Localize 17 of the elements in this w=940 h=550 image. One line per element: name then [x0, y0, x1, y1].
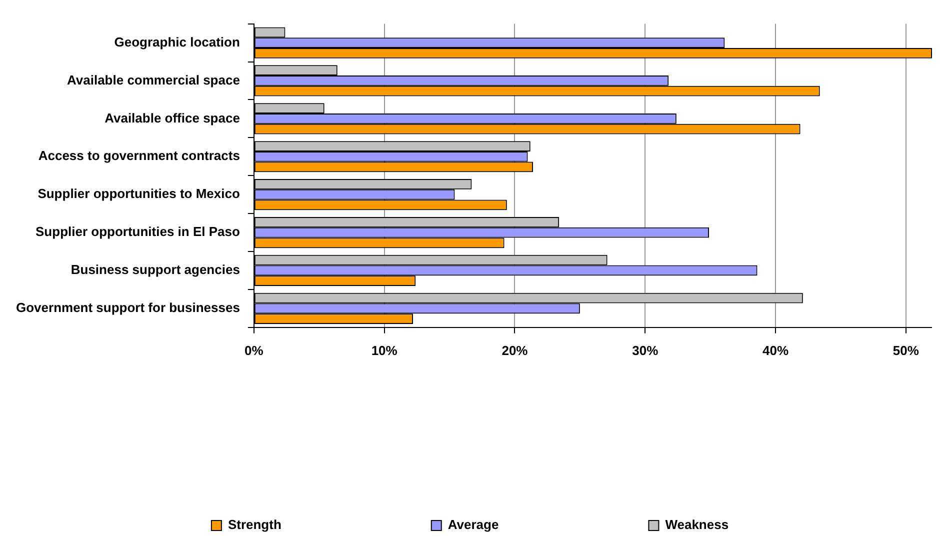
y-tick-label: Access to government contracts	[38, 148, 240, 164]
y-tick-label: Business support agencies	[70, 262, 240, 278]
legend-label: Weakness	[665, 517, 729, 532]
y-tick-label: Government support for businesses	[16, 300, 240, 316]
y-tick-label: Available office space	[104, 110, 240, 126]
y-tick-label: Supplier opportunities in El Paso	[36, 224, 240, 240]
x-tick-label: 40%	[762, 342, 789, 358]
x-tick-label: 50%	[892, 342, 920, 358]
legend-label: Strength	[228, 517, 282, 532]
x-tick-label: 0%	[244, 342, 264, 358]
y-tick-label: Available commercial space	[66, 72, 240, 88]
x-tick-label: 10%	[371, 342, 398, 358]
y-tick-label: Supplier opportunities to Mexico	[38, 186, 240, 202]
y-tick-label: Geographic location	[114, 34, 240, 50]
x-tick-label: 20%	[502, 342, 528, 358]
x-tick-label: 30%	[632, 342, 659, 358]
legend-label: Average	[448, 517, 499, 532]
